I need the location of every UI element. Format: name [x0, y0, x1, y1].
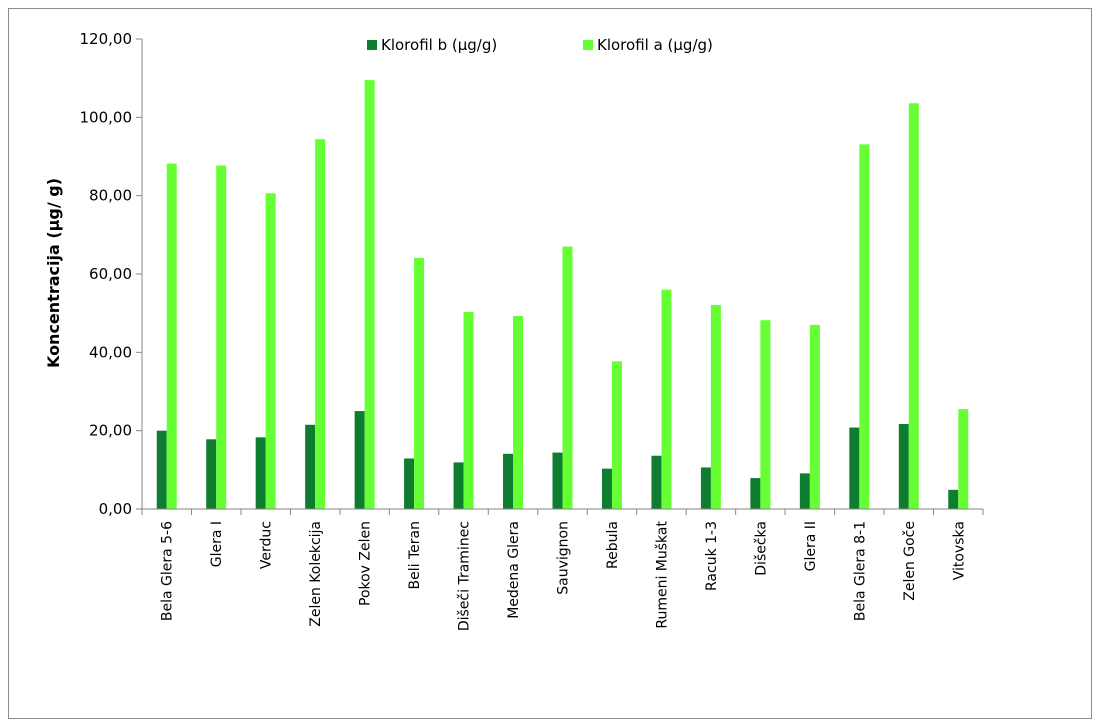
- x-category-label: Rebula: [605, 521, 621, 569]
- bar-klorofil-b: [354, 411, 365, 509]
- x-category-label: Glera II: [803, 521, 819, 571]
- x-category-label: Zelen Goče: [902, 521, 918, 601]
- y-tick-label: 80,00: [89, 187, 132, 205]
- bar-chart: Koncentracija (µg/ g) Klorofil b (µg/g) K…: [44, 30, 984, 631]
- bar-klorofil-b: [948, 489, 959, 509]
- x-category-label: Vitovska: [951, 521, 967, 580]
- bars: [156, 80, 969, 510]
- y-axis: 0,00 20,00 40,00 60,00 80,00 100,00 120,00: [80, 30, 143, 518]
- bar-klorofil-a: [809, 324, 820, 509]
- legend-label: Klorofil a (µg/g): [597, 36, 713, 54]
- x-category-label: Sauvignon: [556, 521, 572, 595]
- x-category-label: Zelen Kolekcija: [308, 521, 324, 627]
- bar-klorofil-a: [265, 193, 276, 510]
- legend: Klorofil b (µg/g) Klorofil a (µg/g): [367, 36, 713, 54]
- bar-klorofil-b: [601, 468, 612, 509]
- y-axis-label: Koncentracija (µg/ g): [44, 178, 63, 368]
- y-tick-label: 120,00: [80, 30, 133, 48]
- bar-klorofil-b: [552, 452, 563, 509]
- bar-klorofil-b: [700, 467, 711, 509]
- x-category-label: Bela Glera 5-6: [160, 521, 176, 621]
- y-tick-label: 40,00: [89, 343, 132, 361]
- bar-klorofil-a: [364, 80, 375, 509]
- bar-klorofil-b: [305, 424, 316, 509]
- bar-klorofil-a: [611, 361, 622, 509]
- x-category-label: Verduc: [259, 521, 275, 569]
- x-category-label: Dišečka: [753, 521, 769, 576]
- y-tick-label: 0,00: [99, 500, 132, 518]
- x-category-label: Beli Teran: [407, 521, 423, 589]
- x-category-label: Glera I: [209, 521, 225, 567]
- legend-swatch: [367, 40, 377, 50]
- bar-klorofil-b: [255, 437, 266, 509]
- bar-klorofil-b: [156, 430, 167, 509]
- legend-label: Klorofil b (µg/g): [381, 36, 497, 54]
- y-tick-label: 100,00: [80, 108, 133, 126]
- bar-klorofil-b: [503, 453, 514, 509]
- bar-klorofil-b: [453, 462, 464, 509]
- bar-klorofil-a: [463, 311, 474, 509]
- bar-klorofil-b: [404, 458, 415, 509]
- chart-frame: Koncentracija (µg/ g) Klorofil b (µg/g) K…: [8, 8, 1092, 719]
- x-category-label: Dišeči Traminec: [457, 521, 473, 631]
- x-category-label: Pokov Zelen: [358, 521, 374, 606]
- x-axis: Bela Glera 5-6 Glera I Verduc Zelen Kolekci…: [141, 508, 984, 631]
- bar-klorofil-b: [651, 455, 662, 509]
- y-tick-label: 20,00: [89, 422, 132, 440]
- bar-klorofil-b: [898, 424, 909, 509]
- y-tick-label: 60,00: [89, 265, 132, 283]
- bar-klorofil-b: [750, 478, 761, 509]
- bar-klorofil-a: [315, 139, 326, 509]
- bar-klorofil-a: [859, 144, 870, 509]
- x-category-label: Rumeni Muškat: [654, 521, 670, 629]
- bar-klorofil-a: [414, 257, 425, 509]
- x-category-label: Racuk 1-3: [704, 521, 720, 591]
- bar-klorofil-a: [958, 409, 969, 509]
- bar-klorofil-a: [908, 103, 919, 509]
- bar-klorofil-a: [216, 165, 227, 509]
- x-category-label: Medena Glera: [506, 521, 522, 619]
- bar-klorofil-b: [206, 439, 217, 509]
- bar-klorofil-a: [710, 304, 721, 509]
- bar-klorofil-a: [562, 246, 573, 510]
- bar-klorofil-a: [513, 315, 524, 509]
- bar-klorofil-a: [760, 320, 771, 509]
- legend-swatch: [583, 40, 593, 50]
- x-category-label: Bela Glera 8-1: [852, 521, 868, 621]
- bar-klorofil-b: [799, 473, 810, 509]
- bar-klorofil-b: [849, 427, 860, 509]
- bar-klorofil-a: [661, 289, 672, 509]
- bar-klorofil-a: [166, 163, 177, 510]
